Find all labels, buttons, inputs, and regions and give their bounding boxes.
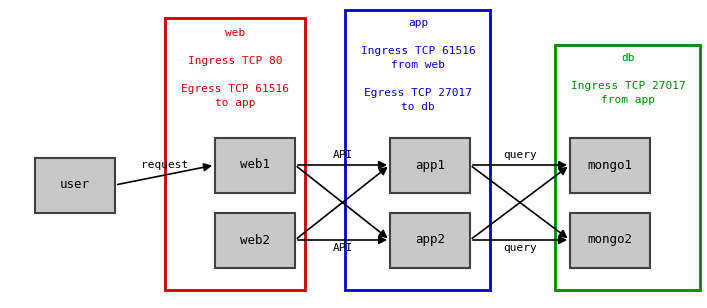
Text: from app: from app: [601, 95, 655, 105]
Text: Egress TCP 61516: Egress TCP 61516: [181, 84, 289, 94]
Bar: [570, 137, 650, 192]
Text: API: API: [332, 150, 353, 160]
Text: app2: app2: [415, 233, 445, 246]
Text: Ingress TCP 80: Ingress TCP 80: [188, 56, 282, 66]
Text: from web: from web: [391, 60, 445, 70]
Text: to db: to db: [401, 102, 435, 112]
Text: API: API: [332, 243, 353, 253]
Text: web1: web1: [240, 159, 270, 172]
Text: Ingress TCP 61516: Ingress TCP 61516: [361, 46, 475, 56]
Text: mongo1: mongo1: [588, 159, 633, 172]
Text: query: query: [503, 150, 537, 160]
Bar: [215, 137, 295, 192]
Text: Egress TCP 27017: Egress TCP 27017: [364, 88, 472, 98]
Text: user: user: [60, 179, 90, 192]
Bar: [215, 213, 295, 268]
Text: db: db: [621, 53, 635, 63]
Bar: [570, 213, 650, 268]
Text: web: web: [225, 28, 245, 38]
Bar: [555, 45, 700, 290]
Text: web2: web2: [240, 233, 270, 246]
Text: app1: app1: [415, 159, 445, 172]
Text: app: app: [408, 18, 428, 28]
Text: mongo2: mongo2: [588, 233, 633, 246]
Text: to app: to app: [215, 98, 255, 108]
Text: query: query: [503, 243, 537, 253]
Bar: [390, 213, 470, 268]
Text: request: request: [141, 160, 189, 170]
Text: Ingress TCP 27017: Ingress TCP 27017: [571, 81, 685, 91]
Bar: [390, 137, 470, 192]
Bar: [345, 10, 490, 290]
Bar: [165, 18, 305, 290]
Bar: [35, 157, 115, 213]
